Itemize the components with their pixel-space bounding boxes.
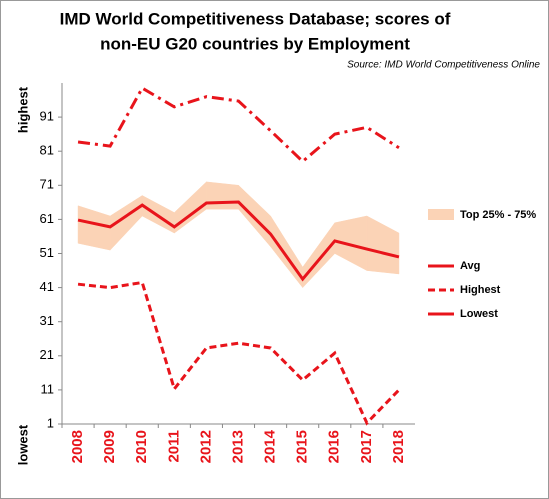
y-label-top: highest [15,86,30,133]
chart-title: IMD World Competitiveness Database; scor… [60,9,451,28]
y-tick-label: 51 [40,245,54,260]
x-tick-label: 2012 [197,430,214,463]
x-tick-label: 2013 [229,430,246,463]
band-area [366,215,400,275]
legend-label: Lowest [460,308,498,320]
series-line [77,86,400,164]
legend-label: Avg [460,260,480,272]
x-tick-label: 2008 [69,430,86,463]
y-tick-label: 31 [40,313,54,328]
x-tick-label: 2017 [358,430,375,463]
series-line [77,200,400,282]
y-tick-label: 41 [40,279,54,294]
legend-label: Top 25% - 75% [460,209,536,221]
x-tick-label: 2015 [294,430,311,463]
y-label-bottom: lowest [15,424,30,465]
x-tick-label: 2016 [326,430,343,463]
y-tick-label: 1 [47,415,54,430]
x-tick-label: 2011 [165,430,182,463]
y-tick-label: 81 [40,143,54,158]
legend-label: Highest [460,284,501,296]
x-tick-label: 2010 [133,430,150,463]
source: Source: IMD World Competitiveness Online [347,60,540,71]
y-tick-label: 11 [41,381,55,396]
x-tick-label: 2018 [390,430,407,463]
x-tick-label: 2009 [101,430,118,463]
chart-subtitle: non-EU G20 countries by Employment [100,34,410,53]
y-tick-label: 61 [40,211,54,226]
y-tick-label: 91 [40,109,54,124]
y-tick-label: 21 [40,347,54,362]
y-tick-label: 71 [40,177,54,192]
x-tick-label: 2014 [262,429,279,463]
legend-swatch [428,209,454,220]
band-area [206,181,239,210]
